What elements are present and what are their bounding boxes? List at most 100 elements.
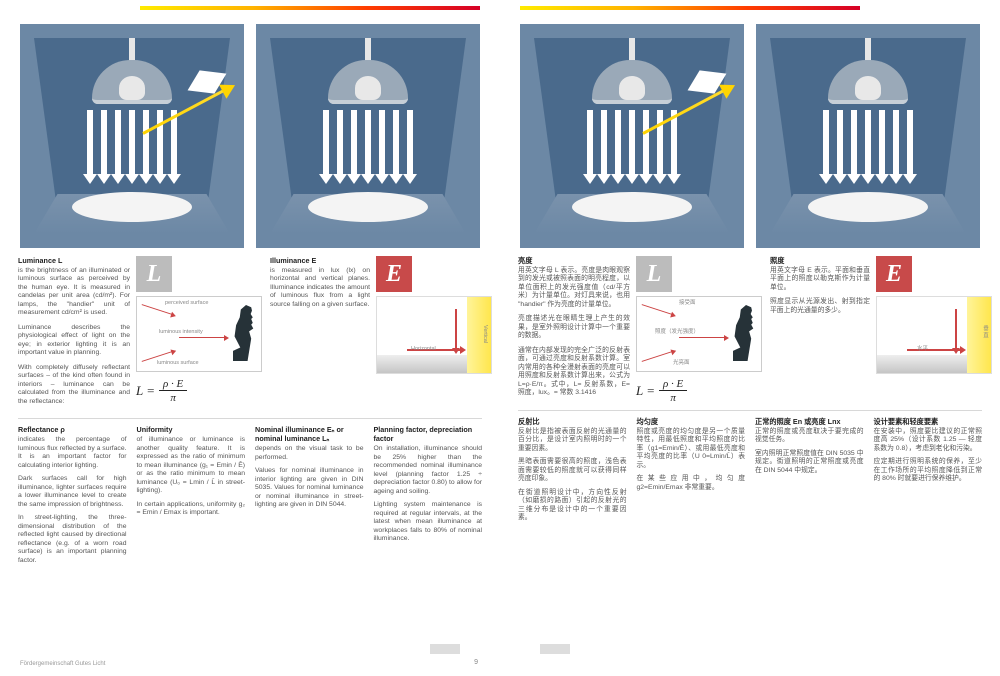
heading: 照度	[770, 256, 870, 265]
page-right: 亮度 用英文字母 L 表示。亮度是肉眼观察到的发光或被照表面的明亮程度，以单位面…	[500, 0, 1000, 676]
mini-label: 光亮面	[673, 360, 690, 367]
diagram-luminance	[20, 24, 244, 248]
mid-section: 亮度 用英文字母 L 表示。亮度是肉眼观察到的发光或被照表面的明亮程度，以单位面…	[518, 256, 982, 404]
heading: Nominal illuminance Eₙ or nominal lumina…	[255, 425, 364, 443]
letterbox-e: E	[876, 256, 912, 292]
col-planning: Planning factor, depreciation factor On …	[374, 425, 483, 570]
col-reflectance: 反射比 反射比是指被表面反射的光通量的百分比，是设计室内照明时的一个重要因素。 …	[518, 417, 627, 528]
col-reflectance: Reflectance ρ indicates the percentage o…	[18, 425, 127, 570]
luminance-p2: Luminance describes the physiological ef…	[18, 324, 130, 358]
formula-lhs: L =	[136, 383, 155, 399]
diag-label: 垂 直	[981, 325, 988, 338]
header-rainbow-bar	[520, 6, 860, 10]
mini-diagram-luminance: 接受面 照度（发光强度） 光亮面	[636, 296, 762, 372]
illum-diagram: 垂 直 水平	[876, 296, 992, 374]
heading: Planning factor, depreciation factor	[374, 425, 483, 443]
col-luminance-text: 亮度 用英文字母 L 表示。亮度是肉眼观察到的发光或被照表面的明亮程度，以单位面…	[518, 256, 630, 404]
col-illuminance-text: Illuminance E is measured in lux (lx) on…	[270, 256, 370, 412]
para: In street-lighting, the three-dimensiona…	[18, 514, 127, 565]
formula-luminance: L = ρ · Eπ	[636, 378, 764, 404]
formula-num: ρ · E	[659, 378, 687, 391]
mini-label: luminous surface	[157, 360, 199, 367]
para: depends on the visual task to be perform…	[255, 445, 364, 462]
heading: Reflectance ρ	[18, 425, 127, 434]
col-nominal: Nominal illuminance Eₙ or nominal lumina…	[255, 425, 364, 570]
heading: 亮度	[518, 256, 630, 265]
formula-den: π	[670, 391, 676, 404]
para: In certain applications, uniformity g₂ =…	[137, 501, 246, 518]
formula-num: ρ · E	[159, 378, 187, 391]
para: 室内照明正常照度值在 DIN 5035 中规定。街道照明的正常照度或亮度在 DI…	[755, 450, 864, 475]
col-uniformity: Uniformity of illuminance or luminance i…	[137, 425, 246, 570]
heading: 均匀度	[637, 417, 746, 426]
col-planning: 设计要素和轻度要素 在安装中，照度要比建议的正常照度高 25%（设计系数 1.2…	[874, 417, 983, 528]
para: 正常的照度或亮度取决于要完成的视觉任务。	[755, 428, 864, 445]
heading: 设计要素和轻度要素	[874, 417, 983, 426]
col-illuminance-figs: E 垂 直 水平	[876, 256, 994, 404]
para: Values for nominal illuminance in interi…	[255, 467, 364, 509]
para: Dark surfaces call for high illuminance,…	[18, 475, 127, 509]
heading: 正常的照度 En 或亮度 Lnx	[755, 417, 864, 426]
page-number: 9	[474, 659, 478, 668]
formula-luminance: L = ρ · Eπ	[136, 378, 264, 404]
header-rainbow-bar	[140, 6, 480, 10]
para: 黑暗表面需要很高的照度，浅色表面需要较低的照度就可以获得同样亮度印象。	[518, 458, 627, 483]
hero-diagrams	[518, 24, 982, 248]
para: 照度或亮度的均匀度是另一个质量特性，用最低照度和平均照度的比率（g1=Emin/…	[637, 428, 746, 470]
divider	[18, 418, 482, 419]
bottom-grid: 反射比 反射比是指被表面反射的光通量的百分比，是设计室内照明时的一个重要因素。 …	[518, 417, 982, 528]
para: 在街道照明设计中，方向性反射（如磨损的路面）引起的反射光的三维分布是设计中的一个…	[518, 489, 627, 523]
diag-label: Horizontal	[411, 346, 436, 353]
luminance-p3: With completely diffusely reflectant sur…	[18, 364, 130, 406]
para: 应定期进行照明系统的保养，至少在工作场所的平均照度降低到正常的 80% 时就要进…	[874, 458, 983, 483]
page-left: Luminance L is the brightness of an illu…	[0, 0, 500, 676]
col-luminance-figs: L perceived surface luminous intensity l…	[136, 256, 264, 412]
mid-section: Luminance L is the brightness of an illu…	[18, 256, 482, 412]
col-uniformity: 均匀度 照度或亮度的均匀度是另一个质量特性，用最低照度和平均照度的比率（g1=E…	[637, 417, 746, 528]
para: 在安装中，照度要比建议的正常照度高 25%（设计系数 1.25 — 轻度系数为 …	[874, 428, 983, 453]
formula-den: π	[170, 391, 176, 404]
grey-tab-icon	[430, 644, 460, 654]
para: of illuminance or luminance is another q…	[137, 436, 246, 495]
letterbox-l: L	[136, 256, 172, 292]
heading: 反射比	[518, 417, 627, 426]
illum-diagram: Vertical Horizontal	[376, 296, 492, 374]
diag-label: Vertical	[481, 325, 488, 343]
letterbox-e: E	[376, 256, 412, 292]
para: 反射比是指被表面反射的光通量的百分比，是设计室内照明时的一个重要因素。	[518, 428, 627, 453]
col-illuminance-figs: E Vertical Horizontal	[376, 256, 494, 412]
para: 用英文字母 E 表示。平面和垂直平面上的照度以勒克斯作为计量单位。	[770, 267, 870, 292]
grey-tab-icon	[540, 644, 570, 654]
bottom-grid: Reflectance ρ indicates the percentage o…	[18, 425, 482, 570]
para: Lighting system maintenance is required …	[374, 501, 483, 543]
hero-diagrams	[18, 24, 482, 248]
para: 用英文字母 L 表示。亮度是肉眼观察到的发光或被照表面的明亮程度，以单位面积上的…	[518, 267, 630, 309]
para: indicates the percentage of luminous flu…	[18, 436, 127, 470]
page-spread: Luminance L is the brightness of an illu…	[0, 0, 1000, 676]
divider	[518, 410, 982, 411]
profile-icon	[233, 305, 259, 361]
diagram-illuminance	[756, 24, 980, 248]
para: 在某些应用中，均匀度 g2=Emin/Emax 非常重要。	[637, 475, 746, 492]
illuminance-title: Illuminance E	[270, 256, 370, 265]
diagram-luminance	[520, 24, 744, 248]
col-luminance-figs: L 接受面 照度（发光强度） 光亮面 L = ρ · Eπ	[636, 256, 764, 404]
luminance-p1: is the brightness of an illuminated or l…	[18, 267, 130, 318]
mini-label: perceived surface	[165, 300, 208, 307]
mini-label: 照度（发光强度）	[655, 329, 699, 336]
formula-lhs: L =	[636, 383, 655, 399]
luminance-title: Luminance L	[18, 256, 130, 265]
diag-label: 水平	[917, 346, 928, 353]
profile-icon	[733, 305, 759, 361]
mini-label: luminous intensity	[159, 329, 203, 336]
col-nominal: 正常的照度 En 或亮度 Lnx 正常的照度或亮度取决于要完成的视觉任务。 室内…	[755, 417, 864, 528]
para: 亮度描述光在眼睛生理上产生的效果，是室外照明设计计算中一个重要的数据。	[518, 315, 630, 340]
para: 照度显示从光源发出、射到指定平面上的光通量的多少。	[770, 298, 870, 315]
letterbox-l: L	[636, 256, 672, 292]
para: 通常在内部发现的完全广泛的反射表面，可通过亮度和反射系数计算。室内常用的各种全漫…	[518, 347, 630, 398]
mini-diagram-luminance: perceived surface luminous intensity lum…	[136, 296, 262, 372]
para: On installation, illuminance should be 2…	[374, 445, 483, 496]
footer-brand: Fördergemeinschaft Gutes Licht	[20, 661, 105, 669]
mini-label: 接受面	[679, 300, 696, 307]
illuminance-p1: is measured in lux (lx) on horizontal an…	[270, 267, 370, 309]
